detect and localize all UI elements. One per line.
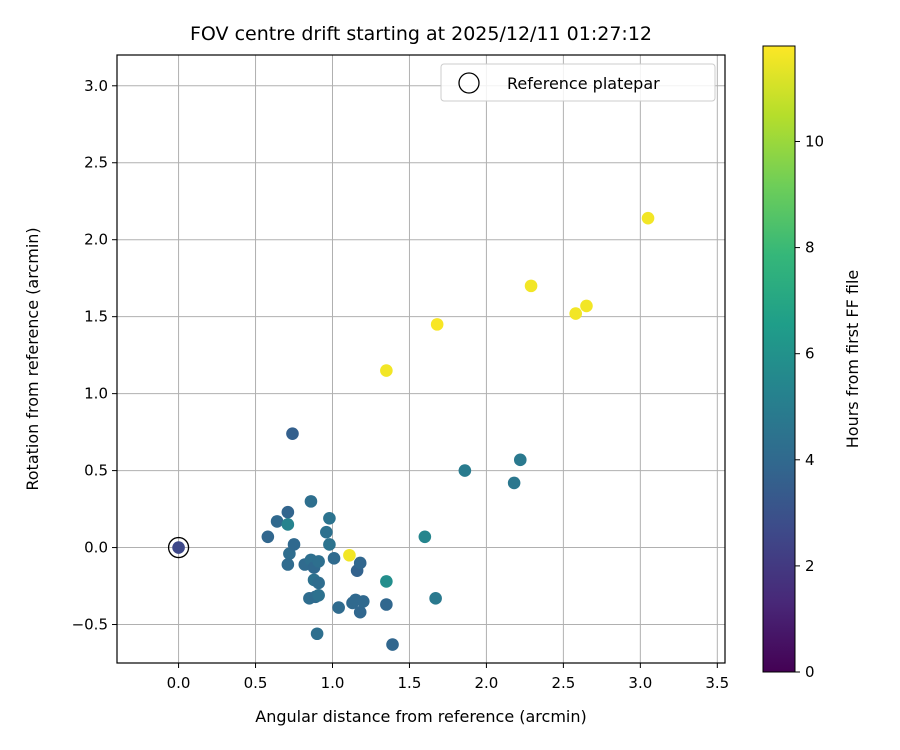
x-tick-label: 2.0 [474,674,498,692]
y-tick-label: −0.5 [72,616,108,634]
reference-marker [167,536,190,559]
y-tick-label: 2.5 [84,154,108,172]
data-point [507,476,521,490]
x-tick-label: 3.0 [628,674,652,692]
y-tick-label: 1.5 [84,308,108,326]
plot-frame [116,54,726,664]
x-tick-label: 2.5 [551,674,575,692]
data-point [312,576,325,590]
legend-marker-icon [458,72,480,94]
data-point [458,464,472,477]
y-axis-ticks: −0.5 0.0 0.5 1.0 1.5 2.0 2.5 3.0 [72,77,117,634]
data-point [261,530,275,544]
data-point [430,318,444,331]
colorbar-tick-label: 2 [805,557,815,575]
data-point [323,512,336,525]
colorbar-tick-label: 8 [805,239,815,257]
data-point [380,598,393,611]
data-point [286,427,299,440]
data-point [312,588,325,602]
data-points [167,211,655,651]
y-axis-label: Rotation from reference (arcmin) [23,227,42,490]
data-point [353,556,367,570]
data-point [513,453,527,467]
data-point [332,601,345,614]
x-axis-label: Angular distance from reference (arcmin) [255,707,586,726]
data-point [327,552,341,565]
colorbar-gradient [762,45,796,673]
colorbar-tick-label: 0 [805,663,815,681]
data-point [270,515,284,528]
data-point [323,538,336,551]
data-point [524,279,538,293]
data-point [380,364,393,377]
y-tick-label: 2.0 [84,231,108,249]
x-tick-label: 0.5 [244,674,268,692]
legend: Reference platepar [440,63,716,102]
colorbar-label: Hours from first FF file [843,270,862,449]
colorbar-tick-label: 4 [805,451,815,469]
x-axis-ticks: 0.0 0.5 1.0 1.5 2.0 2.5 3.0 3.5 [167,663,729,692]
data-point [569,307,582,320]
y-tick-label: 0.0 [84,539,108,557]
data-point [418,530,432,544]
data-point [386,638,399,651]
data-point [172,541,185,554]
data-point [429,592,442,605]
x-tick-label: 1.5 [398,674,422,692]
data-point [641,211,655,225]
data-point [380,575,393,588]
x-tick-label: 1.0 [321,674,345,692]
data-point [356,595,370,608]
legend-box [440,63,716,102]
data-point [312,555,325,568]
data-point [281,558,295,571]
grid-lines [117,55,725,663]
colorbar: 0 2 4 6 8 10 Hours from first FF file [762,45,862,681]
data-point [580,299,593,313]
colorbar-tick-label: 10 [805,132,824,150]
y-tick-label: 1.0 [84,385,108,403]
x-tick-label: 3.5 [705,674,729,692]
y-tick-label: 3.0 [84,77,108,95]
data-point [287,538,301,551]
legend-label: Reference platepar [507,74,660,93]
chart-title: FOV centre drift starting at 2025/12/11 … [190,23,652,45]
data-point [320,525,333,539]
x-tick-label: 0.0 [167,674,191,692]
data-point [353,605,367,619]
data-point [310,627,324,641]
data-point [281,518,295,531]
y-tick-label: 0.5 [84,462,108,480]
data-point [343,548,356,562]
data-point [281,505,295,519]
colorbar-tick-label: 6 [805,345,815,363]
data-point [304,495,318,508]
colorbar-ticks: 0 2 4 6 8 10 [795,132,824,681]
